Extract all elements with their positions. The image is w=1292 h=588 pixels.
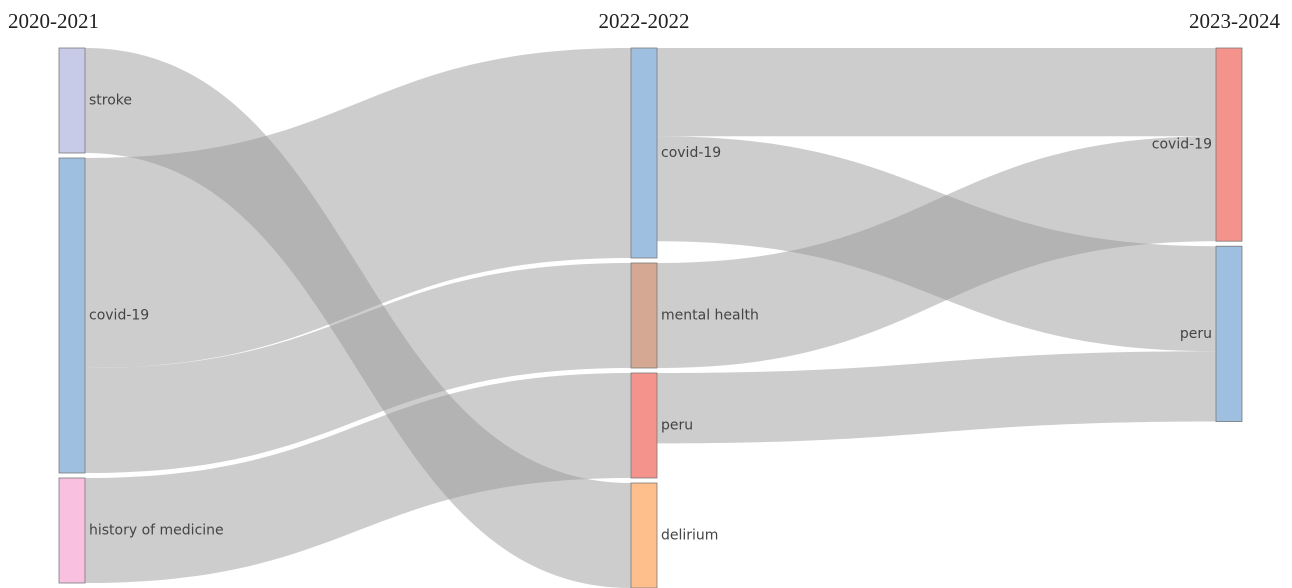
column-header: 2022-2022 <box>599 9 690 33</box>
node-label: covid-19 <box>1152 137 1212 153</box>
node-label: peru <box>1180 326 1212 342</box>
node-label: mental health <box>661 308 759 324</box>
link <box>657 48 1216 137</box>
column-header: 2023-2024 <box>1189 9 1280 33</box>
link <box>657 351 1216 444</box>
node <box>630 47 658 259</box>
node <box>58 477 86 584</box>
node-label: delirium <box>661 528 718 544</box>
link <box>85 373 631 583</box>
node-label: covid-19 <box>89 308 149 324</box>
link <box>657 136 1216 352</box>
link <box>85 263 631 473</box>
node <box>630 372 658 479</box>
link <box>657 136 1216 368</box>
link <box>85 48 631 368</box>
link <box>85 48 631 588</box>
node-label: covid-19 <box>661 145 721 161</box>
node-label: peru <box>661 418 693 434</box>
node-label: history of medicine <box>89 523 224 539</box>
node <box>58 47 86 154</box>
node <box>58 157 86 474</box>
node <box>1215 47 1243 242</box>
node <box>630 482 658 588</box>
links <box>85 48 1216 588</box>
column-header: 2020-2021 <box>8 9 99 33</box>
node-label: stroke <box>89 93 132 109</box>
node <box>630 262 658 369</box>
node <box>1215 245 1243 422</box>
